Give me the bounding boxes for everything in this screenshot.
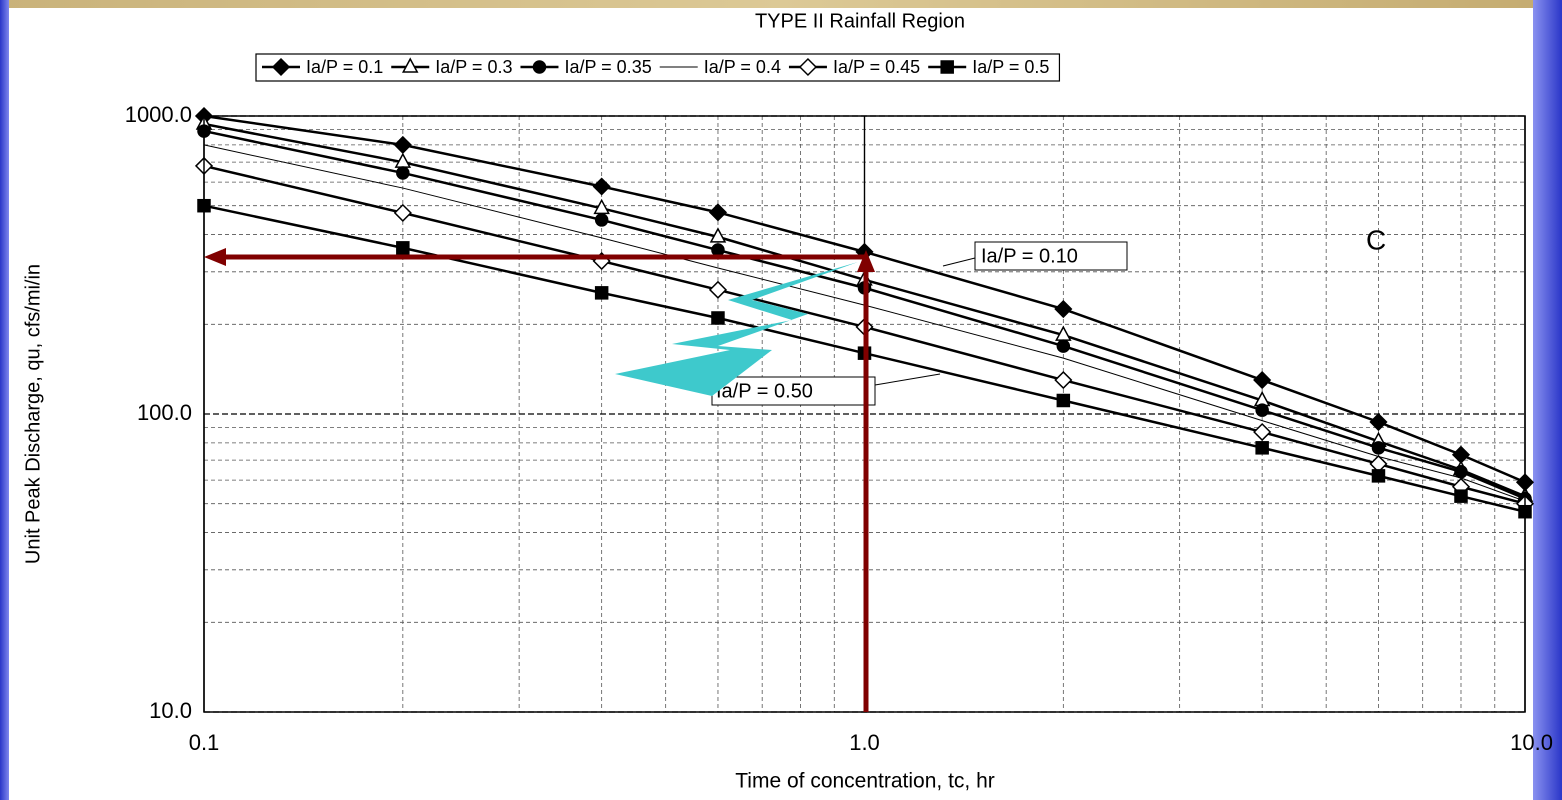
chart-title: TYPE II Rainfall Region [755,10,965,32]
series-group [194,106,1535,519]
marker [940,60,954,74]
marker [1253,422,1272,442]
annotation: Ia/P = 0.50 [716,380,813,402]
marker [709,227,727,243]
series-line [203,204,1526,513]
marker [401,57,419,73]
legend-label: Ia/P = 0.35 [564,57,651,77]
x-tick-label: 10.0 [1510,730,1553,755]
marker [1255,441,1269,455]
marker [1056,339,1071,353]
marker [594,213,609,227]
annotation: Ia/P = 0.10 [981,245,1078,267]
legend-label: Ia/P = 0.5 [972,57,1049,77]
callout-box [974,241,1128,271]
series-line [203,114,1526,484]
legend-box [255,53,1061,82]
arrow-head [857,250,875,272]
legend-label: Ia/P = 0.3 [435,57,512,77]
marker [393,203,412,222]
marker [271,57,291,77]
grid [203,115,1526,713]
marker [798,57,818,77]
x-tick-label: 1.0 [849,730,880,755]
callout-leader [874,373,941,386]
marker [1253,370,1272,390]
marker [532,60,547,74]
callout-leader [942,257,976,267]
marker [396,241,410,255]
marker [711,243,725,257]
x-axis-label: Time of concentration, tc, hr [735,770,995,793]
marker [1054,299,1073,319]
y-tick-label: 1000.0 [125,102,192,127]
marker [592,177,611,196]
marker [708,280,728,299]
y-axis-label: Unit Peak Discharge, qu, cfs/mi/in [22,264,44,564]
legend: Ia/P = 0.1 Ia/P = 0.3 Ia/P = 0.35 Ia/P = 0.… [255,53,1061,82]
marker [1454,489,1468,503]
marker [1369,412,1388,432]
top-strip [0,0,1562,8]
marker [1371,469,1386,483]
marker [1371,441,1386,455]
series-line [203,164,1526,505]
arrow-head [204,248,226,266]
callout-box [711,376,876,406]
y-tick-label: 100.0 [137,400,192,425]
marker [711,311,725,325]
series-line [203,122,1526,498]
lightning-icon [615,262,858,396]
marker [594,286,609,300]
series-line [203,144,1526,502]
left-border [0,0,9,800]
marker [1454,465,1468,479]
legend-label: Ia/P = 0.1 [306,57,383,77]
marker [1054,370,1073,390]
right-border [1533,0,1562,800]
y-tick-label: 10.0 [149,698,192,723]
annotation: C [1366,224,1386,255]
series-line [203,129,1526,500]
x-tick-label: 0.1 [189,730,220,755]
marker [1255,403,1269,417]
marker [396,166,410,180]
marker [1056,393,1071,408]
marker [708,203,728,222]
legend-label: Ia/P = 0.4 [704,57,781,77]
legend-label: Ia/P = 0.45 [833,57,920,77]
tick-labels: 0.1 1.0 10.0 10.0 100.0 1000.0 [125,102,1553,755]
